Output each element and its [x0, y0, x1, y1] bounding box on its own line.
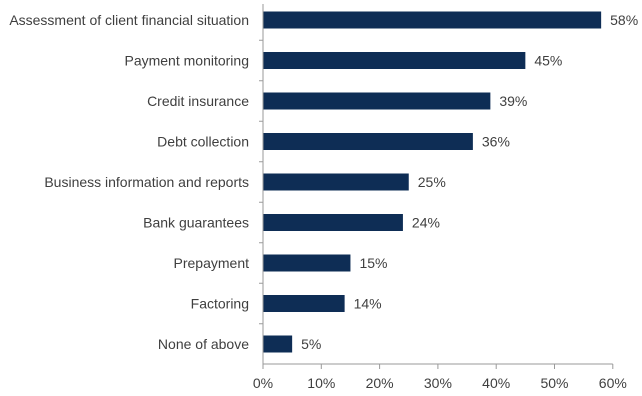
bar-4: [263, 173, 409, 191]
category-labels: Assessment of client financial situation…: [9, 12, 249, 352]
category-label: Bank guarantees: [143, 215, 249, 231]
x-tick-label: 0%: [253, 375, 273, 391]
bar-3: [263, 133, 473, 150]
x-tick-label: 10%: [307, 375, 335, 391]
category-label: Prepayment: [174, 255, 250, 271]
x-axis: 0% 10% 20% 30% 40% 50% 60%: [253, 4, 627, 391]
category-label: Credit insurance: [147, 93, 249, 109]
bars-layer: [263, 11, 602, 353]
bar-0: [263, 11, 602, 29]
value-label: 36%: [482, 134, 510, 150]
value-labels: 58% 45% 39% 36% 25% 24% 15% 14% 5%: [301, 12, 638, 352]
value-label: 25%: [418, 174, 446, 190]
value-label: 39%: [499, 93, 527, 109]
value-label: 24%: [412, 215, 440, 231]
bar-6: [263, 254, 351, 272]
category-label: Debt collection: [157, 134, 249, 150]
x-tick-label: 60%: [599, 375, 627, 391]
value-label: 58%: [610, 12, 638, 28]
value-label: 5%: [301, 336, 321, 352]
category-label: Factoring: [191, 296, 249, 312]
category-label: Assessment of client financial situation: [9, 12, 249, 28]
bar-5: [263, 214, 403, 231]
value-label: 45%: [534, 53, 562, 69]
value-label: 14%: [354, 296, 382, 312]
x-tick-label: 20%: [366, 375, 394, 391]
x-tick-label: 50%: [540, 375, 568, 391]
value-label: 15%: [359, 255, 387, 271]
bar-2: [263, 92, 491, 110]
x-tick-label: 40%: [482, 375, 510, 391]
bar-7: [263, 295, 345, 312]
bar-1: [263, 52, 526, 69]
category-label: None of above: [158, 336, 249, 352]
category-label: Business information and reports: [44, 174, 249, 190]
x-tick-label: 30%: [424, 375, 452, 391]
category-label: Payment monitoring: [124, 53, 249, 69]
bar-8: [263, 335, 293, 353]
